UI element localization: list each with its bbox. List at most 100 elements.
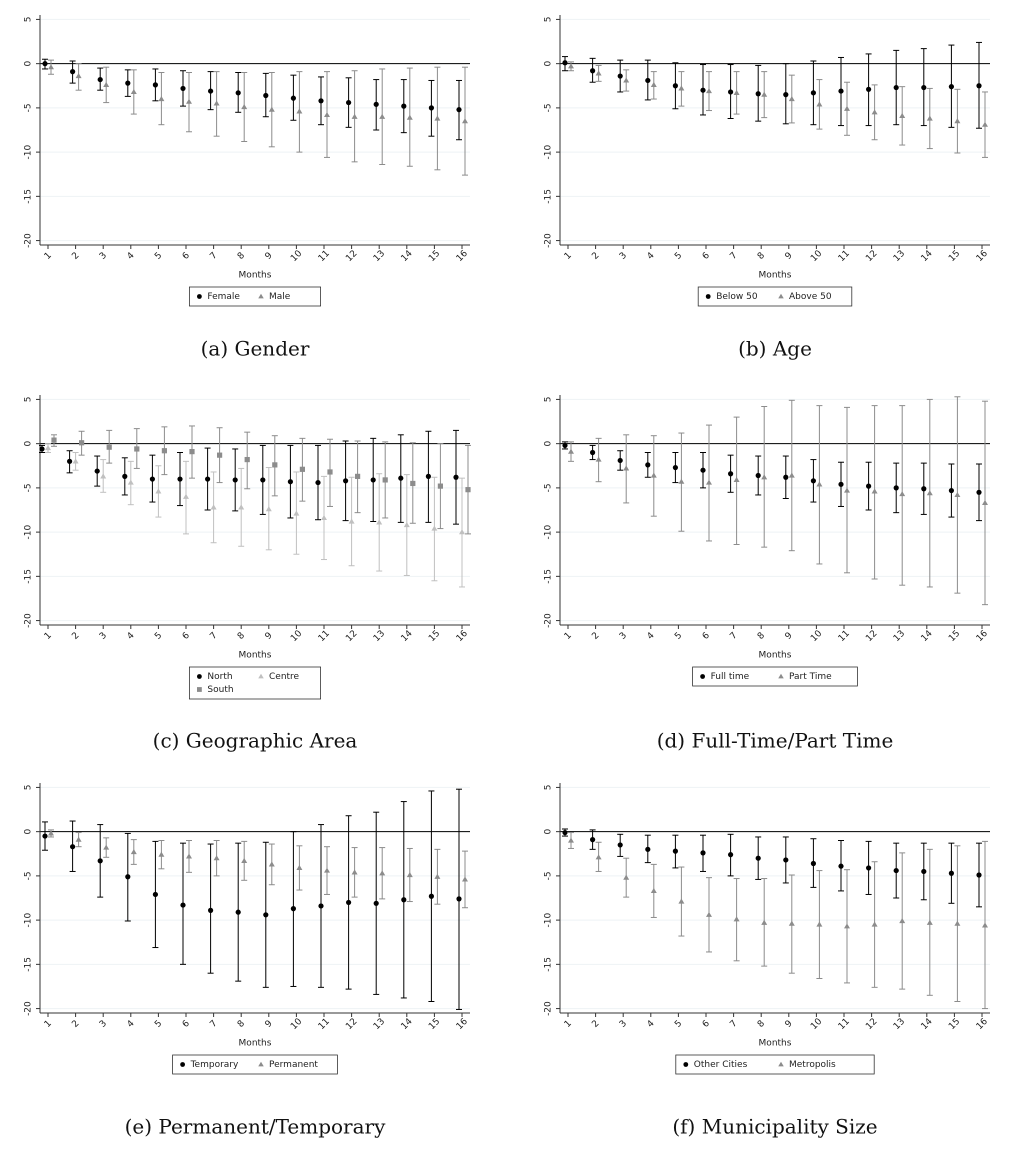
y-tick-label: -5 (544, 103, 554, 112)
marker-square (465, 487, 471, 493)
marker-triangle (258, 293, 264, 299)
plot-background (40, 15, 470, 245)
marker-triangle (324, 867, 330, 873)
marker-square (189, 449, 195, 455)
legend-label: South (207, 685, 233, 695)
x-tick-label: 12 (344, 249, 359, 264)
x-tick-label: 10 (809, 629, 824, 644)
x-tick-label: 11 (837, 629, 852, 644)
y-tick-label: -5 (24, 871, 34, 880)
marker-circle (705, 294, 711, 299)
marker-circle (97, 76, 103, 83)
x-tick-label: 8 (236, 631, 247, 642)
y-tick-label: -20 (544, 233, 554, 248)
y-tick-label: 5 (544, 785, 554, 791)
marker-circle (838, 88, 844, 94)
marker-triangle (844, 105, 850, 111)
marker-square (272, 462, 278, 468)
marker-circle (893, 84, 899, 91)
marker-triangle (100, 473, 107, 479)
marker-triangle (213, 855, 220, 861)
legend-box (188, 666, 321, 700)
marker-triangle (954, 118, 961, 124)
x-tick-label: 11 (837, 1017, 852, 1032)
marker-triangle (376, 519, 383, 525)
marker-triangle (816, 481, 823, 487)
y-tick-label: -10 (544, 912, 554, 927)
marker-circle (976, 83, 982, 89)
x-tick-label: 9 (784, 251, 795, 262)
marker-circle (562, 829, 568, 836)
x-axis-title: Months (239, 271, 272, 281)
y-tick-label: -15 (24, 957, 34, 972)
marker-triangle (926, 490, 933, 496)
marker-triangle (462, 118, 468, 124)
marker-circle (373, 101, 379, 107)
x-tick-label: 1 (43, 251, 54, 262)
marker-circle (315, 479, 321, 486)
marker-circle (370, 477, 376, 483)
x-tick-label: 5 (153, 251, 164, 262)
marker-circle (645, 462, 651, 468)
x-tick-label: 3 (618, 631, 629, 642)
x-tick-label: 16 (455, 629, 470, 644)
marker-square (51, 437, 57, 443)
marker-triangle (595, 854, 602, 860)
y-tick-label: 0 (544, 441, 554, 447)
marker-square (410, 480, 416, 487)
marker-circle (976, 872, 982, 878)
x-tick-label: 4 (126, 1019, 137, 1030)
marker-triangle (158, 851, 165, 857)
x-tick-label: 3 (98, 1019, 109, 1030)
legend-box (697, 286, 853, 307)
marker-square (299, 466, 305, 472)
x-tick-label: 2 (70, 1019, 81, 1030)
marker-square (382, 477, 388, 483)
legend-label: Full time (711, 672, 750, 682)
y-tick-label: -20 (24, 613, 34, 628)
marker-triangle (982, 499, 988, 506)
marker-circle (921, 868, 927, 875)
marker-triangle (296, 864, 303, 871)
marker-circle (562, 60, 568, 66)
marker-circle (180, 85, 186, 92)
x-tick-label: 3 (618, 1019, 629, 1030)
y-tick-label: -10 (24, 524, 34, 539)
y-tick-label: 0 (544, 829, 554, 835)
y-tick-label: -15 (544, 569, 554, 584)
legend-label: Above 50 (789, 292, 832, 302)
x-tick-label: 10 (289, 249, 304, 264)
y-tick-label: -10 (24, 912, 34, 927)
x-tick-label: 11 (317, 1017, 332, 1032)
marker-circle (290, 906, 296, 912)
marker-triangle (623, 77, 630, 83)
x-tick-label: 5 (673, 251, 684, 262)
marker-triangle (130, 849, 137, 855)
marker-triangle (568, 837, 574, 843)
marker-triangle (379, 870, 386, 876)
x-tick-label: 14 (400, 249, 415, 264)
x-tick-label: 2 (590, 631, 601, 642)
marker-triangle (268, 861, 275, 867)
marker-triangle (434, 873, 441, 879)
marker-circle (728, 852, 734, 858)
marker-circle (343, 478, 349, 484)
marker-triangle (406, 114, 413, 120)
x-axis-title: Months (759, 651, 792, 661)
x-tick-label: 15 (947, 629, 962, 644)
x-tick-label: 6 (181, 1019, 192, 1030)
marker-triangle (103, 844, 110, 850)
x-axis-title: Months (759, 1039, 792, 1049)
x-tick-label: 1 (563, 631, 574, 642)
marker-circle (180, 902, 186, 908)
marker-circle (235, 90, 241, 96)
x-tick-label: 9 (264, 251, 275, 262)
marker-triangle (75, 836, 82, 842)
caption: (f) Municipality Size (672, 1115, 877, 1139)
caption: (c) Geographic Area (153, 729, 358, 753)
marker-circle (921, 84, 927, 91)
marker-triangle (462, 876, 468, 882)
marker-triangle (213, 100, 220, 106)
x-tick-label: 12 (864, 1017, 879, 1032)
x-tick-label: 14 (400, 1017, 415, 1032)
